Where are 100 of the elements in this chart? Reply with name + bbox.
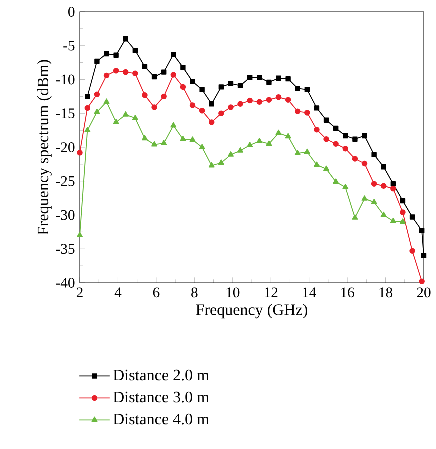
point: [180, 136, 186, 142]
point: [266, 80, 272, 86]
point: [410, 214, 416, 220]
x-tick-label: 20: [417, 288, 431, 298]
point: [295, 86, 300, 92]
point: [142, 92, 148, 98]
point: [276, 76, 282, 81]
point: [352, 136, 358, 142]
point: [190, 136, 196, 142]
point: [314, 127, 320, 133]
point: [294, 150, 301, 156]
point: [343, 133, 348, 139]
point: [132, 70, 138, 77]
point: [419, 228, 425, 234]
point: [170, 72, 177, 78]
point: [400, 218, 406, 224]
point: [84, 105, 91, 112]
point: [209, 102, 214, 107]
point: [228, 104, 234, 110]
y-tick-label: -35: [56, 244, 75, 254]
point: [114, 52, 119, 58]
point: [142, 64, 148, 70]
point: [77, 150, 83, 156]
point: [257, 75, 262, 80]
point: [247, 75, 253, 80]
point: [104, 51, 110, 57]
y-axis-title: Frequency spectrum (dBm): [37, 60, 52, 236]
point: [180, 84, 186, 90]
point: [218, 160, 224, 166]
y-tick-label: -10: [56, 74, 75, 85]
x-tick-label: 18: [380, 288, 393, 298]
point: [190, 102, 196, 108]
point: [333, 141, 339, 147]
point: [84, 127, 91, 132]
point: [421, 253, 427, 259]
point: [152, 141, 158, 147]
point: [132, 114, 138, 120]
x-tick-label: 12: [265, 288, 278, 298]
point: [113, 68, 120, 74]
point: [76, 232, 84, 238]
point: [390, 218, 396, 224]
point: [333, 178, 340, 184]
y-tick-label: -20: [56, 142, 75, 152]
y-tick-label: -40: [56, 278, 75, 288]
point: [362, 196, 368, 201]
point: [247, 142, 254, 148]
point: [333, 126, 339, 132]
point: [208, 120, 215, 126]
point: [85, 94, 90, 100]
x-tick-label: 6: [153, 288, 160, 298]
point: [200, 87, 205, 93]
point: [161, 94, 167, 100]
x-tick-label: 4: [114, 288, 122, 298]
point: [152, 74, 158, 80]
point: [94, 92, 100, 98]
point: [266, 97, 272, 103]
point: [342, 146, 349, 152]
point: [208, 162, 215, 168]
point: [380, 183, 387, 189]
point: [362, 160, 368, 167]
point: [304, 87, 310, 93]
point: [324, 166, 330, 172]
point: [199, 144, 206, 150]
point: [285, 133, 292, 139]
x-tick-label: 2: [76, 288, 83, 298]
point: [190, 79, 196, 84]
point: [228, 152, 234, 157]
legend-label: Distance 3.0 m: [114, 392, 210, 403]
point: [381, 164, 386, 170]
point: [419, 278, 425, 285]
point: [285, 97, 292, 103]
point: [294, 108, 301, 114]
point: [256, 138, 263, 144]
point: [256, 99, 263, 105]
x-tick-label: 14: [303, 288, 316, 298]
point: [170, 122, 177, 128]
point: [304, 148, 310, 154]
point: [276, 94, 282, 100]
legend-label: Distance 2.0 m: [114, 370, 210, 381]
y-tick-label: -30: [56, 210, 75, 220]
point: [371, 198, 378, 204]
point: [122, 69, 129, 76]
point: [390, 186, 396, 192]
point: [390, 181, 396, 187]
point: [304, 110, 310, 116]
legend-label: Distance 4.0 m: [114, 414, 210, 425]
point: [180, 64, 186, 70]
point: [152, 104, 158, 110]
point: [286, 76, 291, 82]
point: [372, 152, 377, 158]
point: [314, 106, 320, 111]
point: [342, 184, 349, 190]
point: [113, 119, 120, 124]
point: [380, 212, 387, 218]
y-tick-label: 0: [68, 7, 75, 17]
point: [410, 248, 416, 254]
point: [352, 214, 358, 220]
point: [104, 72, 110, 79]
point: [324, 118, 330, 123]
point: [171, 52, 176, 58]
